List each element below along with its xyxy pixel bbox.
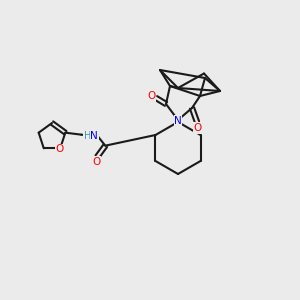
Text: N: N [90, 131, 98, 141]
Text: O: O [92, 157, 100, 167]
Text: O: O [55, 144, 63, 154]
Text: O: O [194, 123, 202, 133]
Text: H: H [84, 131, 91, 141]
Text: O: O [147, 91, 155, 101]
Text: N: N [174, 116, 182, 126]
